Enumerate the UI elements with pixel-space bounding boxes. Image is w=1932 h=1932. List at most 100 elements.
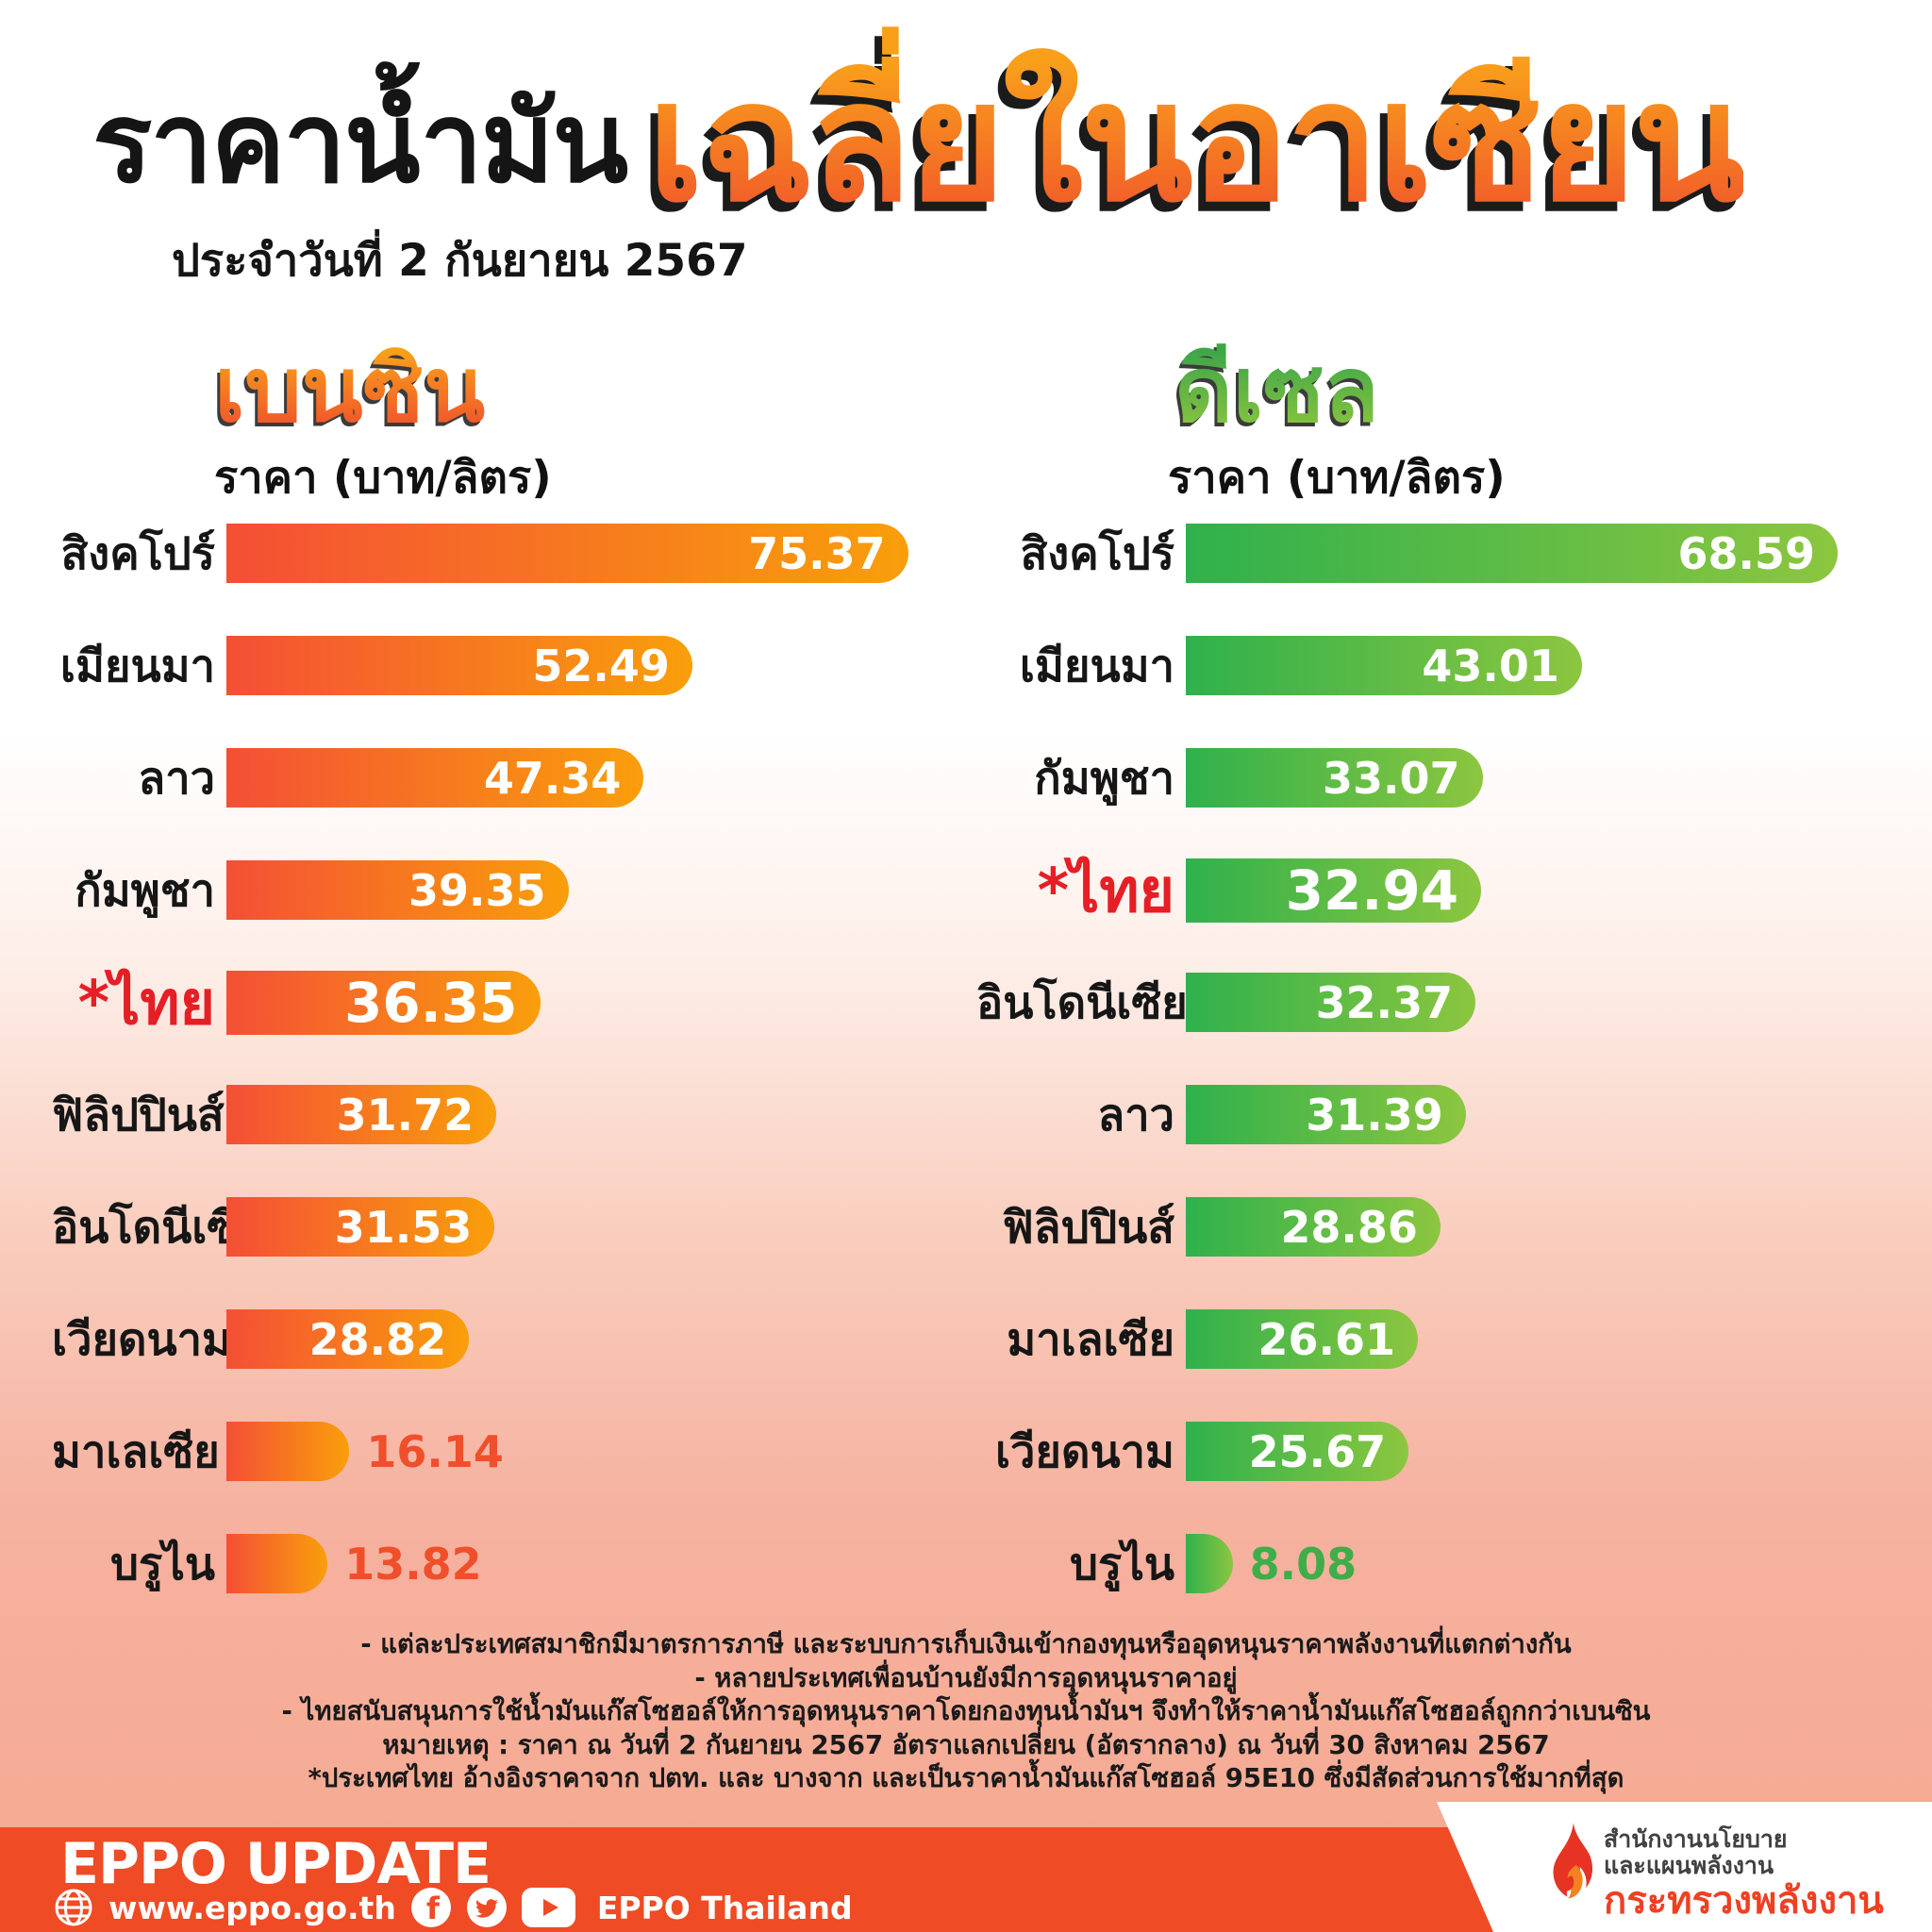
country-label: เวียดนาม	[994, 1426, 1174, 1478]
diesel-unit-label: ราคา (บาท/ลิตร)	[1168, 452, 1506, 504]
country-label: บรูไน	[1070, 1539, 1174, 1591]
country-label: เมียนมา	[59, 641, 215, 692]
bar-area: 28.86	[1186, 1197, 1932, 1257]
bar-area: 68.59	[1186, 524, 1932, 583]
price-value: 13.82	[344, 1538, 482, 1590]
bar-area: 75.37	[226, 524, 948, 583]
price-bar: 28.86	[1186, 1197, 1441, 1257]
bar-area: 28.82	[226, 1309, 948, 1369]
price-value: 31.53	[334, 1201, 473, 1253]
chart-row: บรูไน 13.82	[52, 1507, 948, 1620]
bar-area: 31.53	[226, 1197, 948, 1257]
price-value: 33.07	[1323, 752, 1460, 804]
footnotes: - แต่ละประเทศสมาชิกมีมาตรการภาษี และระบบ…	[113, 1628, 1819, 1796]
chart-row: ฟิลิปปินส์ 28.86	[976, 1171, 1932, 1283]
price-bar: 47.34	[226, 748, 644, 808]
country-label: กัมพูชา	[1034, 753, 1174, 805]
chart-row: อินโดนีเซีย 31.53	[52, 1171, 948, 1283]
bar-area: 39.35	[226, 860, 948, 920]
agency-logo-box: สำนักงานนโยบาย และแผนพลังงาน กระทรวงพลัง…	[1437, 1802, 1932, 1932]
price-value: 31.72	[336, 1089, 475, 1141]
chart-row: *ไทย 36.35	[52, 946, 948, 1058]
price-bar: 39.35	[226, 860, 569, 920]
price-value: 52.49	[532, 640, 670, 691]
country-label: อินโดนีเซีย	[52, 1202, 263, 1254]
bar-area: 26.61	[1186, 1309, 1932, 1369]
price-value: 28.86	[1280, 1201, 1418, 1253]
chart-row: ฟิลิปปินส์ 31.72	[52, 1058, 948, 1171]
price-bar	[226, 1422, 350, 1481]
price-bar: 43.01	[1186, 636, 1582, 695]
price-value: 25.67	[1248, 1425, 1387, 1477]
price-bar: 68.59	[1186, 524, 1839, 583]
chart-row: เวียดนาม 25.67	[976, 1395, 1932, 1507]
diesel-chart: ดีเซล ราคา (บาท/ลิตร) สิงคโปร์ 68.59 เมียน…	[976, 339, 1932, 1593]
country-label: สิงคโปร์	[60, 528, 215, 580]
footnote-line: *ประเทศไทย อ้างอิงราคาจาก ปตท. และ บางจา…	[308, 1763, 1624, 1793]
price-bar: 36.35	[226, 970, 541, 1035]
country-label: สิงคโปร์	[1020, 528, 1174, 580]
bar-area: 33.07	[1186, 748, 1932, 808]
chart-row: ลาว 31.39	[976, 1058, 1932, 1171]
country-label: ลาว	[138, 753, 215, 805]
chart-row: กัมพูชา 39.35	[52, 834, 948, 946]
chart-row: เวียดนาม 28.82	[52, 1283, 948, 1395]
diesel-chart-title: ดีเซล	[1174, 339, 1379, 442]
footnote-line: - หลายประเทศเพื่อนบ้านยังมีการอุดหนุนราค…	[694, 1662, 1238, 1693]
twitter-icon[interactable]	[466, 1887, 508, 1928]
country-label: ลาว	[1097, 1090, 1174, 1141]
flame-logo-icon	[1547, 1821, 1600, 1913]
bar-area: 31.39	[1186, 1085, 1932, 1144]
youtube-icon[interactable]	[521, 1888, 575, 1927]
price-value: 75.37	[748, 527, 886, 579]
country-label: ฟิลิปปินส์	[52, 1090, 225, 1141]
bar-area: 31.72	[226, 1085, 948, 1144]
country-label: *ไทย	[77, 968, 215, 1039]
price-bar: 31.53	[226, 1197, 495, 1257]
bar-area: 52.49	[226, 636, 948, 695]
chart-row: อินโดนีเซีย 32.37	[976, 946, 1932, 1058]
channel-name: EPPO Thailand	[596, 1889, 853, 1926]
price-bar: 25.67	[1186, 1422, 1409, 1481]
country-label: กัมพูชา	[75, 865, 215, 917]
bar-area: 13.82	[226, 1534, 948, 1593]
bar-area: 47.34	[226, 748, 948, 808]
price-value: 68.59	[1677, 527, 1816, 579]
country-label: เวียดนาม	[52, 1314, 232, 1366]
country-label: อินโดนีเซีย	[976, 977, 1188, 1029]
ministry-name: กระทรวงพลังงาน	[1604, 1879, 1884, 1923]
price-bar	[226, 1534, 328, 1593]
price-value: 32.37	[1315, 976, 1454, 1028]
footnote-line: หมายเหตุ : ราคา ณ วันที่ 2 กันยายน 2567 …	[382, 1729, 1550, 1760]
agency-text: สำนักงานนโยบาย และแผนพลังงาน กระทรวงพลัง…	[1604, 1826, 1884, 1924]
benzine-unit-label: ราคา (บาท/ลิตร)	[214, 452, 552, 504]
chart-row: บรูไน 8.08	[976, 1507, 1932, 1620]
website-link[interactable]: www.eppo.go.th	[108, 1889, 396, 1926]
price-bar: 26.61	[1186, 1309, 1419, 1369]
price-value: 28.82	[308, 1313, 447, 1365]
bar-area: 36.35	[226, 970, 948, 1035]
price-value: 43.01	[1422, 640, 1559, 691]
chart-row: เมียนมา 52.49	[52, 609, 948, 722]
bar-area: 32.94	[1186, 858, 1932, 923]
page-date: ประจำวันที่ 2 กันยายน 2567	[172, 235, 748, 287]
country-label: *ไทย	[1037, 856, 1174, 926]
price-value: 47.34	[483, 752, 622, 804]
chart-row: กัมพูชา 33.07	[976, 722, 1932, 834]
price-value: 39.35	[408, 864, 546, 916]
price-bar	[1186, 1534, 1233, 1593]
bar-area: 43.01	[1186, 636, 1932, 695]
price-bar: 33.07	[1186, 748, 1483, 808]
bar-area: 16.14	[226, 1422, 948, 1481]
price-bar: 32.94	[1186, 858, 1482, 923]
chart-row: มาเลเซีย 26.61	[976, 1283, 1932, 1395]
svg-text:f: f	[426, 1890, 441, 1926]
facebook-icon[interactable]: f	[410, 1887, 452, 1928]
social-row: www.eppo.go.th f EPPO Thailand	[53, 1886, 853, 1929]
country-label: บรูไน	[110, 1539, 215, 1591]
footnote-line: - ไทยสนับสนุนการใช้น้ำมันแก๊สโซฮอล์ให้กา…	[281, 1696, 1651, 1726]
chart-row: เมียนมา 43.01	[976, 609, 1932, 722]
price-bar: 28.82	[226, 1309, 470, 1369]
country-label: มาเลเซีย	[1007, 1314, 1174, 1366]
